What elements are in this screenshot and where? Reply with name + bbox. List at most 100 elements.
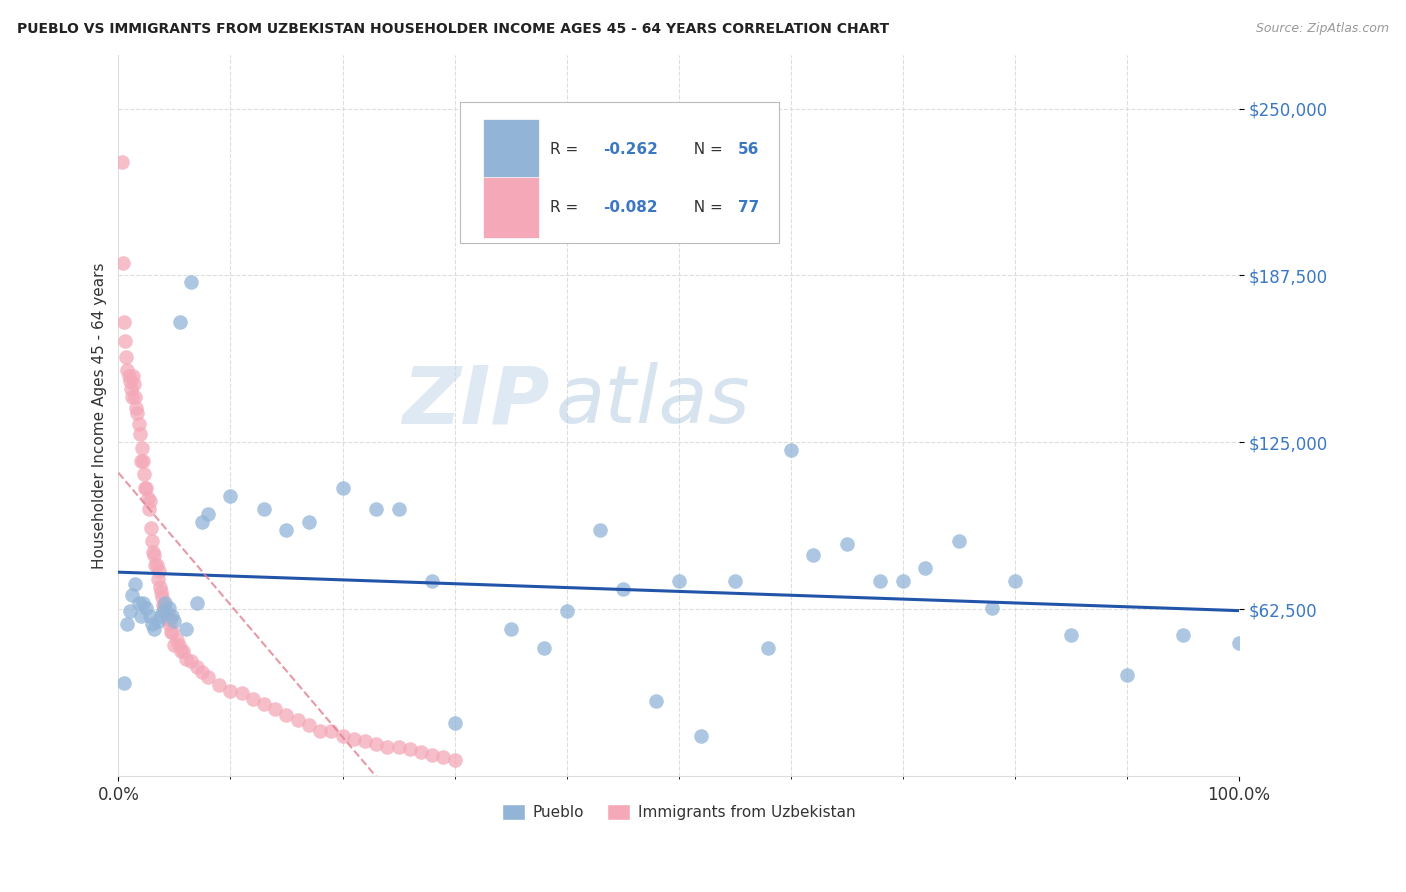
Point	[208, 678, 231, 692]
Point	[298, 516, 321, 530]
Point	[121, 588, 143, 602]
Point	[891, 574, 914, 589]
Point	[242, 691, 264, 706]
Point	[163, 615, 186, 629]
Point	[801, 548, 824, 562]
Point	[253, 502, 276, 516]
FancyBboxPatch shape	[482, 177, 538, 238]
Point	[276, 707, 298, 722]
Text: Source: ZipAtlas.com: Source: ZipAtlas.com	[1256, 22, 1389, 36]
FancyBboxPatch shape	[482, 119, 538, 180]
Point	[112, 675, 135, 690]
Point	[276, 524, 298, 538]
Point	[309, 723, 332, 738]
Point	[143, 548, 166, 562]
Point	[287, 713, 309, 727]
Point	[180, 275, 202, 289]
Point	[253, 697, 276, 711]
Point	[264, 702, 287, 716]
Point	[612, 582, 634, 597]
Point	[690, 729, 713, 743]
Point	[157, 601, 180, 615]
Point	[129, 609, 152, 624]
Point	[153, 599, 176, 613]
Point	[148, 564, 170, 578]
Point	[155, 604, 177, 618]
Point	[375, 739, 398, 754]
Point	[134, 481, 156, 495]
Point	[150, 609, 173, 624]
Point	[118, 604, 141, 618]
Point	[723, 574, 745, 589]
Point	[779, 443, 801, 458]
Point	[125, 401, 148, 415]
Point	[132, 596, 155, 610]
Point	[146, 572, 169, 586]
Point	[163, 638, 186, 652]
Point	[111, 155, 134, 169]
Point	[387, 502, 409, 516]
Point	[589, 524, 612, 538]
Point	[118, 374, 141, 388]
Point	[180, 654, 202, 668]
Point	[197, 670, 219, 684]
Point	[112, 315, 135, 329]
Point	[186, 596, 208, 610]
Point	[141, 616, 163, 631]
Point	[420, 574, 443, 589]
Point	[139, 494, 162, 508]
Point	[115, 350, 138, 364]
Y-axis label: Householder Income Ages 45 - 64 years: Householder Income Ages 45 - 64 years	[93, 262, 107, 569]
Point	[159, 612, 181, 626]
Point	[155, 596, 177, 610]
Point	[124, 390, 146, 404]
Legend: Pueblo, Immigrants from Uzbekistan: Pueblo, Immigrants from Uzbekistan	[496, 798, 862, 826]
Point	[174, 622, 197, 636]
Point	[146, 615, 169, 629]
Point	[499, 622, 522, 636]
Point	[533, 640, 555, 655]
Point	[387, 739, 409, 754]
Point	[231, 686, 253, 700]
Point	[366, 737, 388, 751]
Point	[169, 315, 191, 329]
Point	[136, 491, 159, 506]
Point	[152, 599, 174, 613]
Text: -0.262: -0.262	[603, 142, 658, 157]
Point	[167, 638, 190, 652]
Point	[197, 508, 219, 522]
Point	[172, 643, 194, 657]
Point	[156, 607, 179, 621]
Point	[117, 616, 139, 631]
Point	[135, 481, 157, 495]
Point	[321, 723, 343, 738]
Point	[128, 596, 150, 610]
Point	[150, 585, 173, 599]
Point	[443, 753, 465, 767]
Text: N =: N =	[685, 200, 728, 215]
Point	[191, 516, 214, 530]
Point	[1004, 574, 1026, 589]
Point	[343, 731, 366, 746]
Point	[128, 417, 150, 431]
Point	[170, 643, 193, 657]
Point	[645, 694, 668, 708]
Point	[174, 651, 197, 665]
Text: atlas: atlas	[555, 362, 751, 441]
Point	[134, 467, 156, 482]
Point	[150, 591, 173, 605]
Point	[668, 574, 690, 589]
Point	[1171, 627, 1194, 641]
Point	[128, 427, 150, 442]
Point	[981, 601, 1004, 615]
Point	[121, 390, 143, 404]
Point	[432, 750, 454, 764]
Text: 56: 56	[738, 142, 759, 157]
Point	[160, 609, 183, 624]
Point	[443, 715, 465, 730]
Text: -0.082: -0.082	[603, 200, 658, 215]
Text: ZIP: ZIP	[402, 362, 550, 441]
Point	[122, 368, 145, 383]
Point	[141, 534, 163, 549]
Point	[186, 659, 208, 673]
